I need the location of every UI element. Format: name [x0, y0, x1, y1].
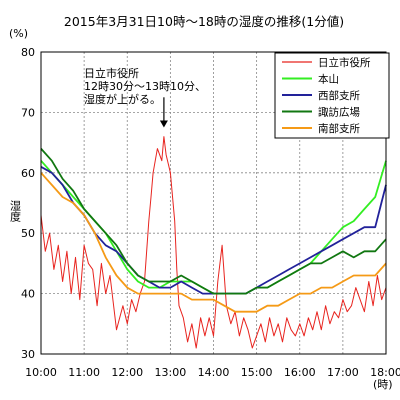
series-line-4 [40, 172, 387, 313]
series-line-3 [40, 148, 387, 295]
y-axis-label: 湿度 [9, 200, 22, 223]
y-tick-label: 60 [21, 167, 35, 180]
x-tick-label: 11:00 [68, 366, 100, 379]
annotation-line-2: 12時30分～13時10分、 [84, 80, 206, 93]
x-tick-label: 18:00 [370, 366, 400, 379]
tick-labels: 30 40 50 60 70 80 10:00 11:00 12:00 13:00 14:00 15:… [21, 46, 400, 379]
annotation-line-1: 日立市役所 [84, 66, 139, 80]
chart-title: 2015年3月31日10時～18時の湿度の推移(1分値) [64, 14, 344, 29]
x-tick-label: 13:00 [155, 366, 187, 379]
y-tick-label: 40 [21, 288, 35, 301]
legend-label-1: 本山 [318, 73, 339, 86]
x-tick-label: 15:00 [241, 366, 273, 379]
y-tick-label: 70 [21, 106, 35, 119]
x-tick-label: 16:00 [284, 366, 316, 379]
y-tick-label: 30 [21, 348, 35, 361]
legend-label-4: 南部支所 [318, 122, 360, 135]
x-tick-label: 10:00 [25, 366, 57, 379]
annotation-line-3: 湿度が上がる。 [84, 92, 161, 106]
x-unit-label: (時) [373, 378, 393, 391]
y-unit-label: (%) [9, 27, 28, 40]
series-lines [40, 136, 387, 349]
arrow-head [159, 120, 168, 128]
x-tick-label: 14:00 [198, 366, 230, 379]
legend-label-2: 西部支所 [318, 89, 360, 102]
x-tick-label: 17:00 [327, 366, 359, 379]
annotation-arrow [159, 97, 168, 128]
x-tick-label: 12:00 [111, 366, 143, 379]
y-tick-label: 50 [21, 227, 35, 240]
series-line-0 [40, 136, 387, 349]
annotation: 日立市役所 12時30分～13時10分、 湿度が上がる。 [84, 66, 206, 128]
plot-frame [40, 51, 387, 355]
legend-label-3: 諏訪広場 [318, 106, 360, 119]
y-tick-label: 80 [21, 46, 35, 59]
legend-label-0: 日立市役所 [318, 56, 371, 69]
